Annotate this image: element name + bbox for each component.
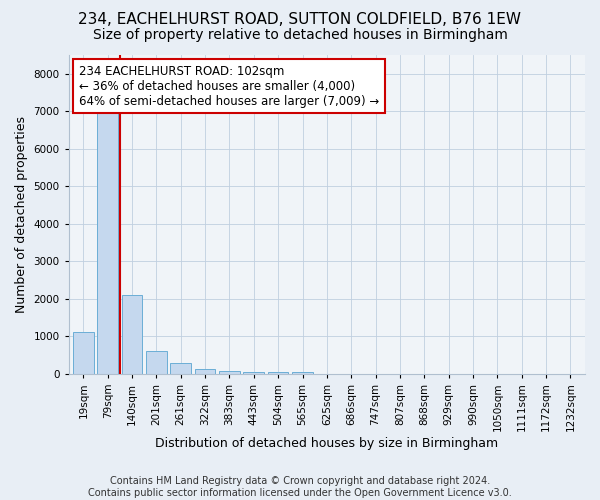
Y-axis label: Number of detached properties: Number of detached properties <box>15 116 28 313</box>
Bar <box>97 104 118 374</box>
Bar <box>244 372 264 374</box>
Bar <box>268 372 289 374</box>
Text: 234, EACHELHURST ROAD, SUTTON COLDFIELD, B76 1EW: 234, EACHELHURST ROAD, SUTTON COLDFIELD,… <box>79 12 521 28</box>
Text: 234 EACHELHURST ROAD: 102sqm
← 36% of detached houses are smaller (4,000)
64% of: 234 EACHELHURST ROAD: 102sqm ← 36% of de… <box>79 64 379 108</box>
Bar <box>122 295 142 374</box>
Bar <box>146 351 167 374</box>
Bar <box>219 370 240 374</box>
Text: Size of property relative to detached houses in Birmingham: Size of property relative to detached ho… <box>92 28 508 42</box>
Bar <box>73 332 94 374</box>
Bar <box>195 369 215 374</box>
X-axis label: Distribution of detached houses by size in Birmingham: Distribution of detached houses by size … <box>155 437 499 450</box>
Bar <box>292 372 313 374</box>
Text: Contains HM Land Registry data © Crown copyright and database right 2024.
Contai: Contains HM Land Registry data © Crown c… <box>88 476 512 498</box>
Bar <box>170 363 191 374</box>
